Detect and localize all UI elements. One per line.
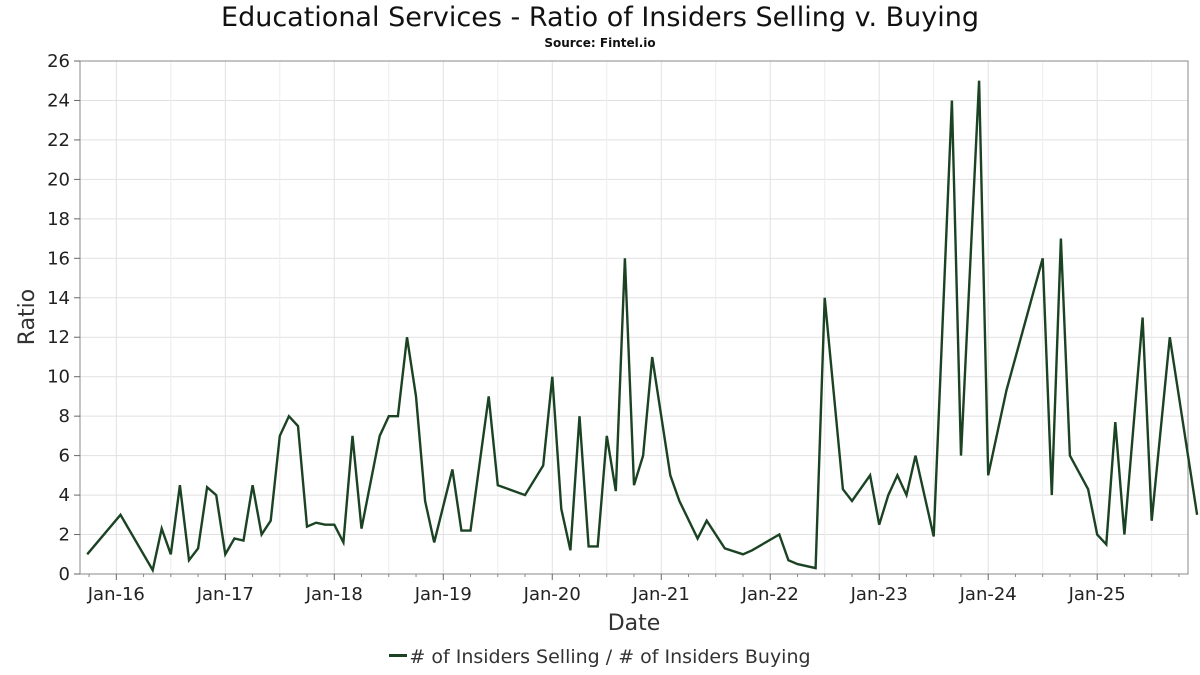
y-tick-label: 0	[59, 564, 70, 585]
x-tick-label: Jan-18	[305, 584, 363, 605]
y-tick-label: 4	[59, 485, 70, 506]
axis-ticks	[74, 60, 1180, 580]
y-tick-label: 20	[47, 169, 70, 190]
y-tick-label: 10	[47, 367, 70, 388]
x-tick-label: Jan-19	[414, 584, 472, 605]
y-tick-label: 16	[47, 248, 70, 269]
y-tick-label: 22	[47, 130, 70, 151]
series-layer	[86, 80, 1199, 574]
x-tick-label: Jan-16	[87, 584, 145, 605]
y-tick-label: 18	[47, 209, 70, 230]
y-tick-label: 26	[47, 51, 70, 72]
y-tick-label: 12	[47, 327, 70, 348]
plot-area-frame	[79, 60, 1189, 575]
x-tick-label: Jan-22	[741, 584, 799, 605]
legend-swatch	[389, 654, 408, 657]
y-tick-label: 14	[47, 288, 70, 309]
y-axis-title: Ratio	[15, 289, 40, 345]
chart-subtitle: Source: Fintel.io	[544, 36, 656, 50]
y-tick-label: 24	[47, 90, 70, 111]
legend: # of Insiders Selling / # of Insiders Bu…	[0, 646, 1200, 668]
x-tick-label: Jan-25	[1068, 584, 1126, 605]
x-axis-title: Date	[608, 611, 661, 636]
x-tick-label: Jan-17	[196, 584, 254, 605]
chart-title: Educational Services - Ratio of Insiders…	[221, 2, 979, 33]
legend-label: # of Insiders Selling / # of Insiders Bu…	[409, 646, 811, 668]
x-tick-label: Jan-24	[959, 584, 1017, 605]
grid-layer	[80, 60, 1188, 575]
y-tick-label: 8	[59, 406, 70, 427]
y-tick-label: 6	[59, 446, 70, 467]
y-tick-label: 2	[59, 525, 70, 546]
x-tick-label: Jan-20	[523, 584, 581, 605]
series-line-0	[86, 80, 1199, 574]
x-tick-label: Jan-21	[632, 584, 690, 605]
x-tick-label: Jan-23	[850, 584, 908, 605]
